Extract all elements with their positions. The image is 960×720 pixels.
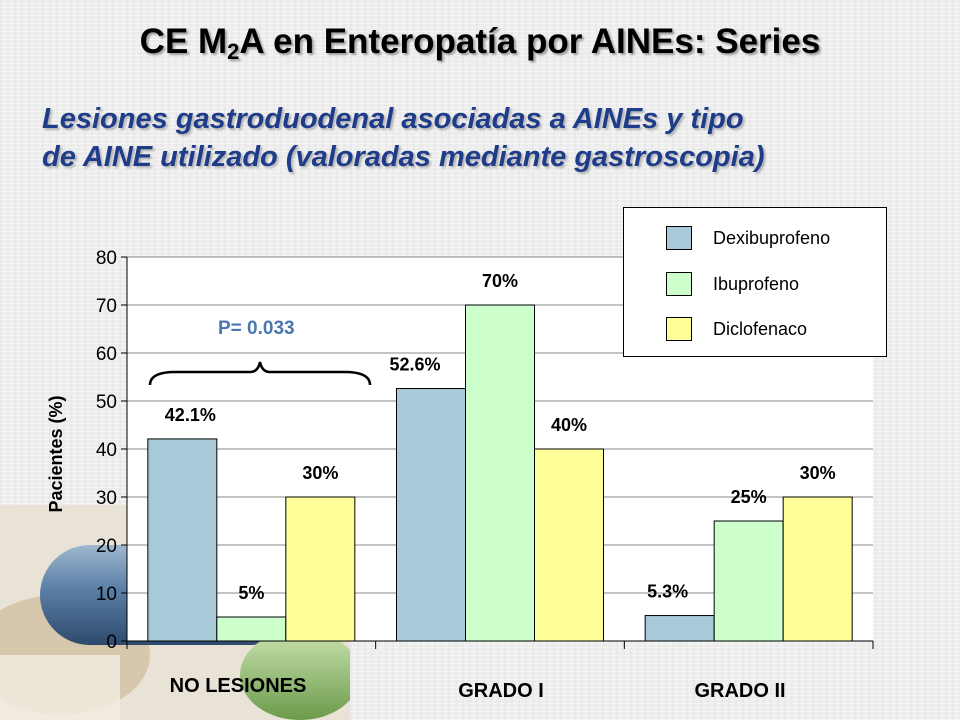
legend-swatch-dexibuprofeno [666,226,692,250]
data-label: 5.3% [647,582,688,602]
y-tick-label: 80 [96,248,117,269]
data-label: 30% [302,463,338,483]
y-tick-label: 10 [96,584,117,605]
legend-swatch-ibuprofeno [666,272,692,296]
y-tick-label: 60 [96,344,117,365]
subtitle-line-2: de AINE utilizado (valoradas mediante ga… [42,141,765,173]
y-tick-label: 70 [96,296,117,317]
slide-title: CE M2A en Enteropatía por AINEs: Series [139,22,821,64]
y-tick-label: 40 [96,440,117,461]
bar-ibuprofeno [216,616,287,642]
data-label: 40% [551,415,587,435]
y-tick-label: 0 [106,632,117,653]
legend-label: Diclofenaco [713,319,808,339]
y-tick-label: 50 [96,392,117,413]
bar-dexibuprofeno [147,438,218,642]
y-tick-label: 20 [96,536,117,557]
legend-swatch-diclofenaco [666,317,692,341]
legend-label: Dexibuprofeno [713,228,831,248]
slide-subtitle: Lesiones gastroduodenal asociadas a AINE… [42,100,922,176]
subtitle-line-1: Lesiones gastroduodenal asociadas a AINE… [42,103,744,135]
chart-legend: Dexibuprofeno Ibuprofeno Diclofenaco [623,207,887,357]
data-label: 25% [731,487,767,507]
data-label: 70% [482,271,518,291]
x-category-label: NO LESIONES [170,675,307,697]
x-category-label: GRADO II [694,680,785,702]
data-label: 52.6% [389,355,440,375]
bar-diclofenaco [534,448,604,642]
data-label: 42.1% [165,405,216,425]
y-axis-label: Pacientes (%) [46,395,66,512]
significance-brace [148,361,372,386]
bar-diclofenaco [782,496,853,642]
y-tick-label: 30 [96,488,117,509]
bar-dexibuprofeno [644,615,715,642]
p-value-label: P= 0.033 [218,318,295,339]
data-label: 30% [800,463,836,483]
legend-label: Ibuprofeno [713,274,800,294]
bar-ibuprofeno [713,520,784,642]
x-category-label: GRADO I [458,680,544,702]
bar-diclofenaco [285,496,356,642]
bar-dexibuprofeno [396,388,466,642]
data-label: 5% [238,583,264,603]
bar-ibuprofeno [465,304,535,642]
